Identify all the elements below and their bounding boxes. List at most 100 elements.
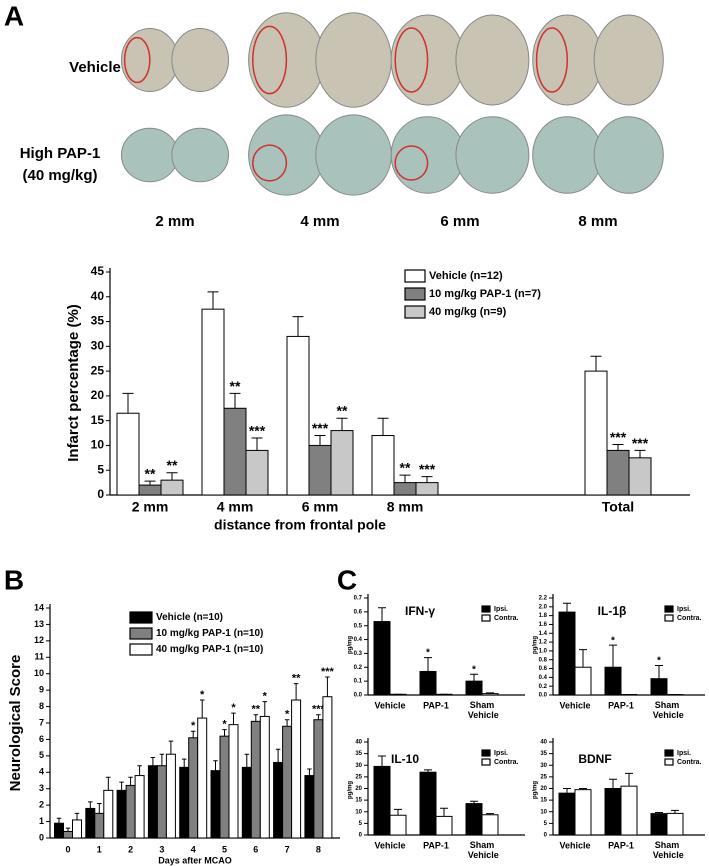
bar (273, 761, 284, 839)
image-column-label: 8 mm (578, 213, 617, 230)
error-bar (253, 714, 259, 722)
y-tick-label: 1.4 (539, 631, 548, 637)
brain-section (248, 114, 392, 196)
x-tick-label: 8 (316, 844, 321, 854)
y-tick-label: 2.2 (539, 596, 548, 602)
legend-swatch (129, 643, 153, 656)
legend-swatch (664, 749, 674, 757)
bar (116, 789, 127, 839)
error-bar (56, 817, 62, 824)
bar (259, 715, 270, 839)
legend-label: Ipsi. (677, 606, 691, 613)
legend-swatch (129, 627, 153, 640)
image-row-label: High PAP-1 (20, 145, 101, 162)
y-tick-label: 5 (544, 821, 548, 827)
x-axis-label: distance from frontal pole (214, 517, 386, 533)
error-bar (213, 760, 218, 771)
significance-label: *** (419, 461, 436, 477)
brain-section (248, 12, 392, 108)
y-tick-label: 20 (355, 786, 362, 792)
brain-section (120, 28, 230, 92)
bar (606, 449, 630, 496)
y-tick-label: 0.8 (539, 657, 548, 663)
y-tick-label: 0.6 (539, 666, 548, 672)
error-bar (307, 768, 312, 776)
significance-label: * (426, 648, 430, 659)
bar (574, 666, 592, 696)
legend-label: Contra. (677, 615, 702, 622)
error-bar (563, 788, 571, 794)
y-tick-label: 0.5 (354, 623, 363, 629)
y-tick-label: 8 (39, 701, 44, 711)
bar (373, 621, 391, 696)
x-tick-label: PAP-1 (608, 840, 634, 850)
infarct-outline (252, 25, 288, 95)
bar (650, 813, 668, 836)
error-bar (166, 472, 178, 481)
x-tick-label: Sham Vehicle (650, 700, 684, 720)
y-axis-label: Neurological Score (7, 655, 24, 792)
legend-label: Vehicle (n=10) (156, 612, 223, 623)
significance-label: ** (292, 673, 301, 685)
y-tick-label: 0.7 (354, 596, 363, 602)
bar (156, 765, 167, 839)
bar (138, 484, 162, 496)
significance-label: * (611, 635, 615, 646)
bar (245, 449, 269, 496)
error-bar (292, 316, 304, 337)
brain-section (120, 127, 230, 183)
legend-swatch (481, 749, 491, 757)
legend-label: Contra. (494, 759, 519, 766)
x-tick-label: Total (602, 499, 634, 515)
significance-label: *** (321, 666, 335, 678)
error-bar (579, 788, 587, 790)
brain-section (390, 116, 530, 194)
error-bar (424, 657, 432, 672)
error-bar (325, 676, 330, 697)
x-tick-label: 4 mm (217, 499, 254, 515)
bar (188, 737, 199, 839)
bar (415, 482, 439, 496)
bar (584, 370, 608, 496)
y-tick-label: 40 (540, 740, 547, 746)
brain-section (532, 116, 664, 194)
y-tick-label: 10 (355, 809, 362, 815)
error-bar (609, 778, 617, 789)
bar (481, 693, 499, 696)
error-bar (336, 417, 348, 431)
y-tick-label: 0.3 (354, 651, 363, 657)
hemisphere (315, 114, 392, 196)
error-bar (486, 692, 494, 694)
bar (419, 771, 437, 836)
image-column-label: 6 mm (440, 213, 479, 230)
bar (241, 766, 252, 839)
y-axis-label: Infarct percentage (%) (65, 304, 82, 462)
legend-label: 40 mg/kg PAP-1 (n=10) (156, 644, 263, 655)
bar (160, 479, 184, 496)
y-tick-label: 0 (544, 833, 548, 839)
error-bar (378, 755, 386, 767)
hemisphere (171, 127, 230, 183)
error-bar (563, 602, 571, 613)
legend-label: Ipsi. (494, 750, 508, 757)
y-tick-label: 45 (91, 264, 105, 278)
bar (371, 435, 395, 496)
error-bar (470, 673, 478, 682)
bar (558, 611, 576, 696)
hemisphere (455, 14, 530, 106)
y-tick-label: 1.2 (539, 640, 548, 646)
bar (147, 765, 158, 839)
y-tick-label: 3 (39, 783, 44, 793)
y-tick-label: 35 (355, 751, 362, 757)
error-bar (590, 355, 602, 372)
error-bar (150, 757, 156, 766)
y-tick-label: 0.2 (354, 665, 363, 671)
bar (282, 725, 293, 839)
y-tick-label: 40 (91, 289, 105, 303)
error-bar (421, 476, 433, 483)
legend-swatch (664, 614, 674, 622)
chart-title: IL-10 (391, 752, 419, 766)
bar (94, 812, 105, 839)
bar (223, 407, 247, 496)
